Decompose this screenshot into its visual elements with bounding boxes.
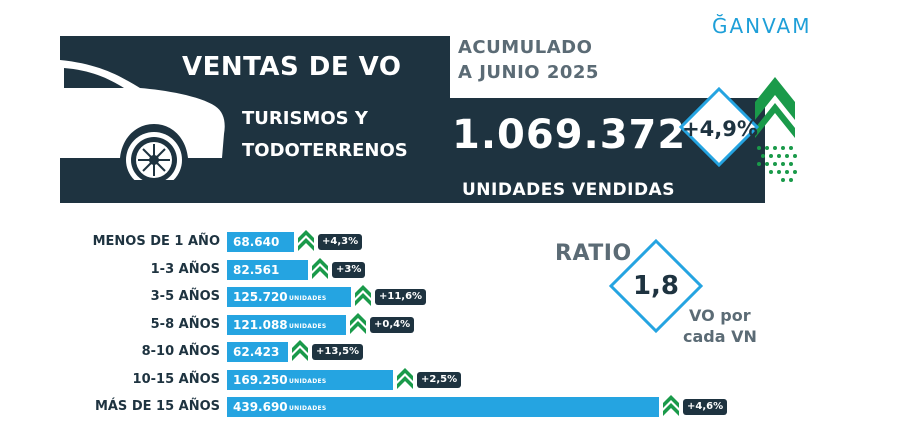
period-label-line-1: ACUMULADO — [458, 37, 593, 58]
segment-label-line-2: TODOTERRENOS — [242, 140, 408, 161]
category-label: MÁS DE 15 AÑOS — [94, 399, 220, 414]
up-arrow-icon — [298, 230, 314, 251]
bar-unit-label: UNIDADES — [289, 405, 327, 412]
change-badge: +4,3% — [318, 234, 363, 250]
bar — [227, 397, 659, 417]
total-units-label: UNIDADES VENDIDAS — [462, 180, 675, 200]
up-arrow-icon — [663, 395, 679, 416]
bar — [227, 315, 346, 335]
ratio-label: RATIO — [555, 241, 632, 266]
bar-value-label: 82.561 — [233, 263, 280, 277]
bar-value-label: 121.088 — [233, 318, 288, 332]
total-growth-percent: +4,9% — [682, 117, 758, 141]
bar — [227, 370, 393, 390]
change-badge: +3% — [332, 262, 366, 278]
change-badge: +0,4% — [370, 317, 415, 333]
up-arrow-icon — [355, 285, 371, 306]
bar-unit-label: UNIDADES — [289, 295, 327, 302]
up-arrow-icon — [292, 340, 308, 361]
change-badge: +4,6% — [683, 399, 728, 415]
change-badge: +11,6% — [375, 289, 427, 305]
bar — [227, 287, 351, 307]
ratio-diamond — [608, 238, 704, 334]
ratio-note-line-2: cada VN — [683, 327, 757, 346]
bar-unit-label: UNIDADES — [289, 323, 327, 330]
car-icon — [60, 60, 225, 180]
growth-diamond — [679, 87, 759, 167]
category-label: 8-10 AÑOS — [141, 344, 220, 359]
category-label: MENOS DE 1 AÑO — [92, 234, 220, 249]
ratio-value: 1,8 — [632, 271, 680, 301]
ganvam-logo: ĞANVAM — [712, 14, 812, 38]
page-title: VENTAS DE VO — [182, 52, 402, 82]
bar — [227, 232, 294, 252]
up-arrow-icon — [312, 258, 328, 279]
category-label: 3-5 AÑOS — [150, 289, 220, 304]
bar-value-label: 125.720 — [233, 290, 288, 304]
bar-value-label: 68.640 — [233, 235, 280, 249]
category-label: 5-8 AÑOS — [150, 317, 220, 332]
change-badge: +13,5% — [312, 344, 364, 360]
change-badge: +2,5% — [417, 372, 462, 388]
bar-value-label: 439.690 — [233, 400, 288, 414]
period-label-line-2: A JUNIO 2025 — [458, 62, 599, 83]
bar-unit-label: UNIDADES — [289, 378, 327, 385]
bar-value-label: 169.250 — [233, 373, 288, 387]
bar — [227, 260, 308, 280]
growth-arrows-decoration — [755, 77, 797, 182]
category-label: 10-15 AÑOS — [132, 372, 220, 387]
bar — [227, 342, 288, 362]
bar-value-label: 62.423 — [233, 345, 280, 359]
up-arrow-icon — [350, 313, 366, 334]
up-arrow-icon — [397, 368, 413, 389]
category-label: 1-3 AÑOS — [150, 262, 220, 277]
total-units: 1.069.372 — [452, 112, 687, 158]
segment-label-line-1: TURISMOS Y — [242, 108, 368, 129]
ratio-note-line-1: VO por — [689, 306, 751, 325]
